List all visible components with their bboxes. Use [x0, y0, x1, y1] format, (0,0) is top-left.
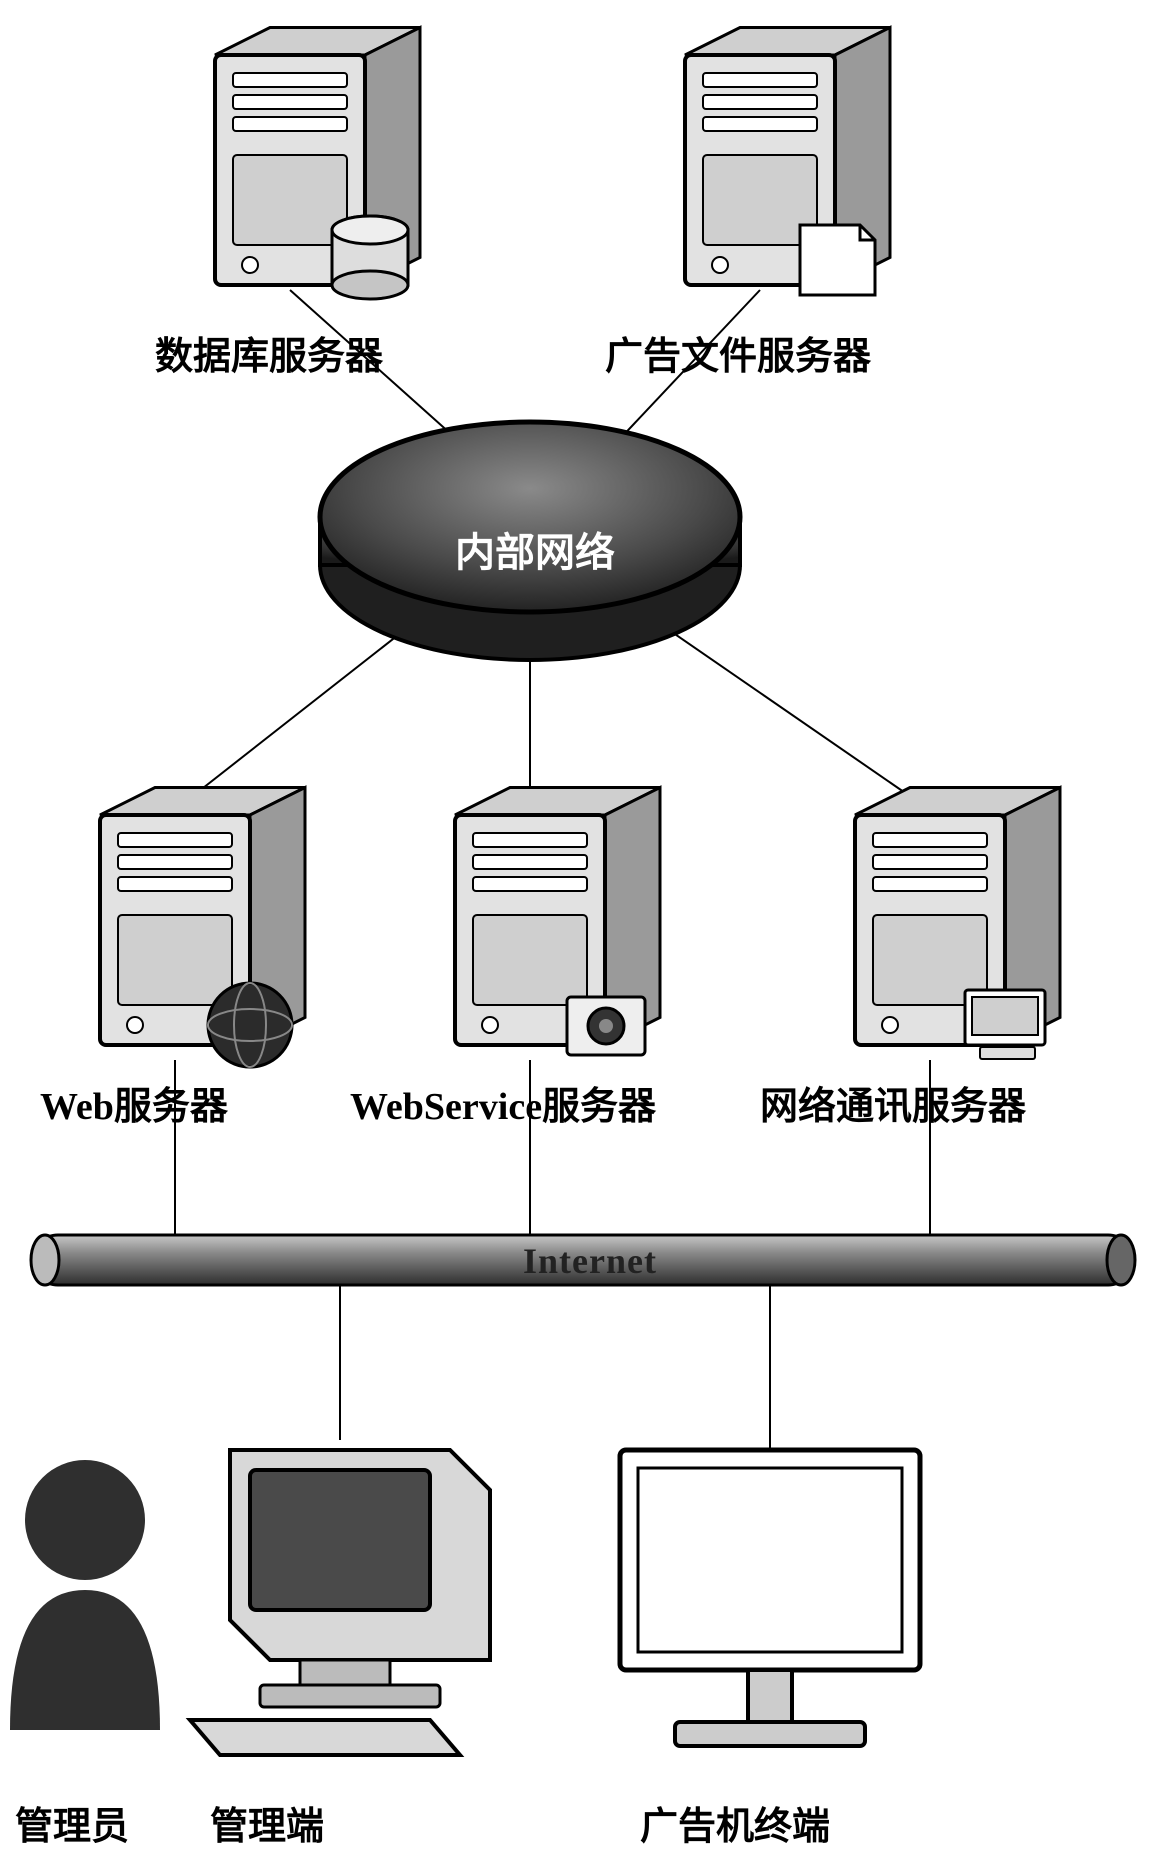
- server-icon: [685, 28, 890, 296]
- ad-terminal-icon: [620, 1450, 920, 1746]
- db-server-label: 数据库服务器: [155, 325, 383, 380]
- diagram-svg: [0, 0, 1167, 1859]
- server-icon: [100, 788, 305, 1068]
- hub-label: 内部网络: [440, 520, 630, 578]
- web-server-label: Web服务器: [40, 1075, 228, 1130]
- net-server-label: 网络通讯服务器: [760, 1075, 1026, 1130]
- nodes-layer: [10, 28, 1135, 1756]
- ad-file-server-label: 广告文件服务器: [605, 325, 871, 380]
- network-diagram: 数据库服务器 广告文件服务器 内部网络 Web服务器 WebService服务器…: [0, 0, 1167, 1859]
- internet-label: Internet: [490, 1240, 690, 1282]
- server-icon: [215, 28, 420, 300]
- server-icon: [855, 788, 1060, 1060]
- admin-pc-icon: [10, 1450, 490, 1755]
- admin-pc-label: 管理端: [210, 1795, 324, 1850]
- server-icon: [455, 788, 660, 1056]
- ad-terminal-label: 广告机终端: [640, 1795, 830, 1850]
- ws-server-label: WebService服务器: [350, 1075, 656, 1130]
- admin-user-label: 管理员: [15, 1795, 129, 1850]
